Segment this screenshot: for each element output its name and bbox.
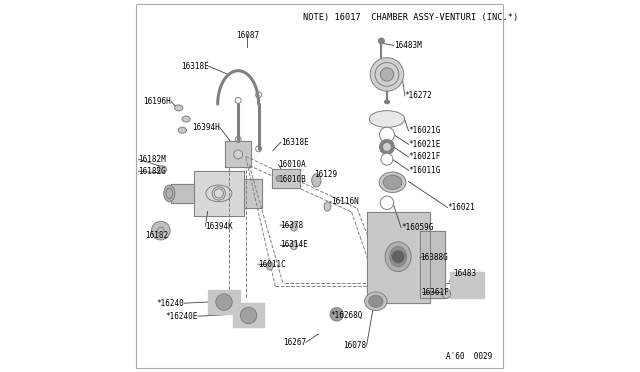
Ellipse shape — [312, 174, 321, 187]
Polygon shape — [271, 169, 300, 188]
Text: 16318E: 16318E — [180, 62, 209, 71]
Ellipse shape — [324, 202, 331, 211]
Ellipse shape — [390, 247, 406, 267]
Circle shape — [234, 150, 243, 159]
Text: *16272: *16272 — [405, 92, 433, 100]
Text: 16378: 16378 — [280, 221, 303, 230]
Polygon shape — [225, 141, 251, 167]
Text: 16267: 16267 — [283, 338, 306, 347]
Polygon shape — [244, 179, 262, 208]
Polygon shape — [450, 272, 484, 298]
Text: NOTE) 16017  CHAMBER ASSY-VENTURI (INC.*): NOTE) 16017 CHAMBER ASSY-VENTURI (INC.*) — [303, 13, 518, 22]
Polygon shape — [209, 290, 240, 314]
Text: *16240E: *16240E — [166, 312, 198, 321]
Ellipse shape — [291, 241, 298, 250]
Text: *16021E: *16021E — [408, 140, 441, 149]
Circle shape — [383, 142, 392, 151]
Circle shape — [380, 127, 394, 142]
Text: 16010A: 16010A — [278, 160, 306, 169]
Text: 16361F: 16361F — [422, 288, 449, 296]
Ellipse shape — [369, 111, 404, 128]
Text: 16011C: 16011C — [258, 260, 285, 269]
Circle shape — [276, 176, 282, 182]
Circle shape — [381, 153, 393, 165]
Ellipse shape — [164, 185, 175, 202]
Text: 16483: 16483 — [453, 269, 476, 278]
Ellipse shape — [175, 105, 183, 111]
Ellipse shape — [266, 262, 273, 270]
Text: 16314E: 16314E — [280, 240, 308, 249]
Polygon shape — [193, 171, 244, 216]
Circle shape — [380, 140, 394, 154]
Text: 16182: 16182 — [145, 231, 168, 240]
Ellipse shape — [442, 289, 451, 299]
Text: *16059G: *16059G — [401, 223, 433, 232]
Circle shape — [380, 196, 394, 209]
Text: 16394K: 16394K — [205, 222, 233, 231]
Polygon shape — [420, 231, 445, 298]
Ellipse shape — [379, 172, 406, 193]
Circle shape — [370, 58, 404, 91]
Ellipse shape — [383, 175, 402, 189]
Circle shape — [392, 250, 405, 263]
Text: 16129: 16129 — [314, 170, 337, 179]
Ellipse shape — [179, 127, 186, 133]
Text: *16021F: *16021F — [408, 153, 441, 161]
Text: *16021G: *16021G — [408, 126, 441, 135]
Circle shape — [378, 38, 385, 44]
Text: 16196H: 16196H — [143, 97, 172, 106]
Text: *16021: *16021 — [447, 203, 476, 212]
Ellipse shape — [182, 116, 190, 122]
Ellipse shape — [157, 166, 166, 173]
Text: 16388G: 16388G — [420, 253, 447, 262]
Text: A'60  0029: A'60 0029 — [447, 352, 493, 361]
Ellipse shape — [369, 295, 383, 307]
Circle shape — [330, 308, 344, 321]
Text: 16087: 16087 — [236, 31, 259, 40]
Ellipse shape — [365, 292, 387, 311]
Text: 16010B: 16010B — [278, 175, 306, 184]
Text: 16182G: 16182G — [138, 167, 166, 176]
Text: 16483M: 16483M — [394, 41, 421, 50]
Circle shape — [241, 307, 257, 324]
Text: *16268Q: *16268Q — [330, 311, 363, 320]
Circle shape — [380, 68, 394, 81]
Text: *16011G: *16011G — [408, 166, 441, 175]
Circle shape — [152, 221, 170, 240]
Text: 16116N: 16116N — [331, 197, 359, 206]
Ellipse shape — [385, 242, 411, 272]
Circle shape — [216, 294, 232, 310]
Ellipse shape — [291, 223, 298, 231]
Text: 16394H: 16394H — [192, 123, 220, 132]
Polygon shape — [172, 184, 193, 203]
Text: 16318E: 16318E — [281, 138, 308, 147]
Text: 16078: 16078 — [344, 341, 367, 350]
Ellipse shape — [385, 100, 390, 104]
Polygon shape — [232, 303, 264, 327]
Text: *16240: *16240 — [156, 299, 184, 308]
Polygon shape — [367, 212, 429, 303]
Text: 16182M: 16182M — [138, 155, 166, 164]
